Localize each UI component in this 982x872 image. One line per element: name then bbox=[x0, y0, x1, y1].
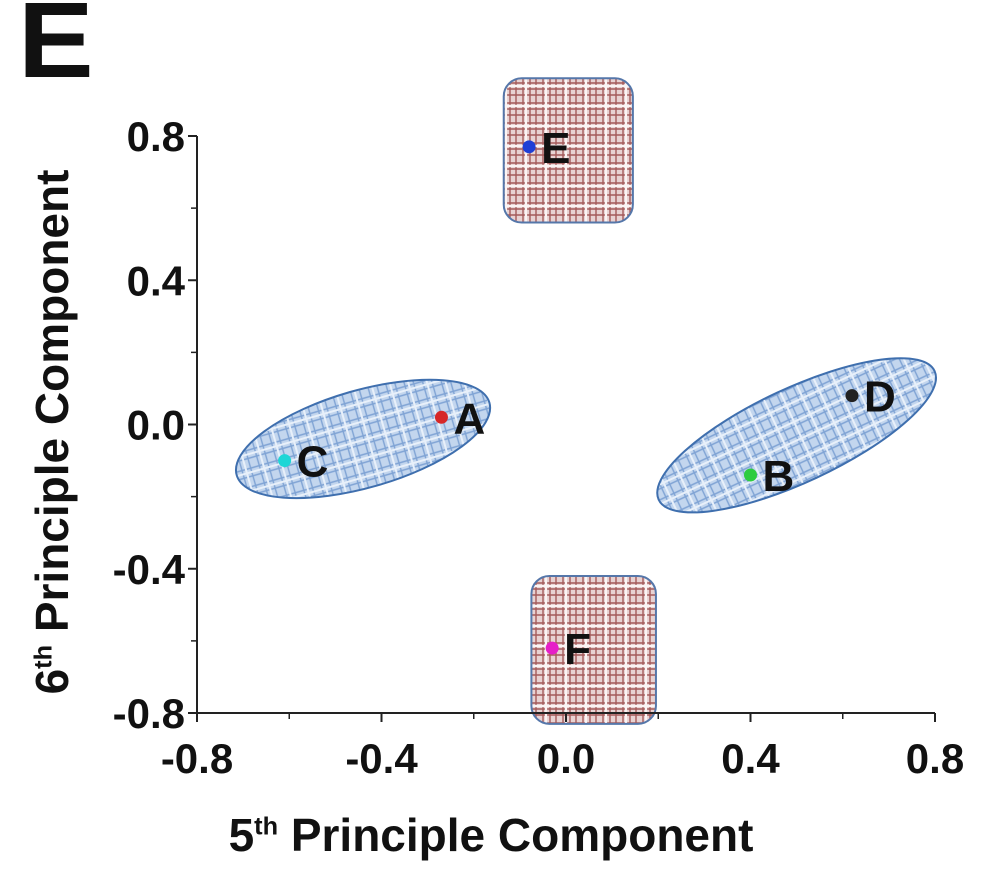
y-tick-label: 0.8 bbox=[127, 113, 185, 160]
y-tick-label: 0.0 bbox=[127, 402, 185, 449]
point-e bbox=[522, 140, 536, 154]
cluster-ac-ellipse bbox=[234, 378, 492, 500]
y-tick-label: 0.4 bbox=[127, 257, 186, 304]
point-label-f: F bbox=[564, 625, 591, 674]
point-a bbox=[434, 410, 448, 424]
x-tick-label: 0.8 bbox=[906, 735, 964, 782]
axes: -0.8 -0.4 0.0 0.4 0.8 -0.8 -0.4 0.0 0.4 0.8 bbox=[113, 113, 965, 782]
x-axis-label-ordinal: 5 bbox=[228, 809, 255, 861]
y-tick-label: -0.4 bbox=[113, 546, 186, 593]
cluster-bd-ellipse bbox=[656, 357, 937, 514]
y-axis-label-text: Principle Component bbox=[26, 169, 78, 633]
x-tick-label: 0.4 bbox=[721, 735, 780, 782]
x-axis-label: 5th Principle Component bbox=[0, 808, 982, 862]
point-label-b: B bbox=[763, 452, 795, 501]
point-label-d: D bbox=[864, 373, 896, 422]
panel-label: E bbox=[18, 0, 94, 100]
point-label-c: C bbox=[297, 438, 329, 487]
y-tick-label: -0.8 bbox=[113, 690, 185, 737]
point-c bbox=[278, 454, 292, 468]
point-d bbox=[845, 389, 859, 403]
cluster-e-box bbox=[502, 77, 634, 224]
cluster-f-box bbox=[530, 574, 657, 725]
x-tick-label: 0.0 bbox=[537, 735, 595, 782]
x-tick-label: -0.4 bbox=[345, 735, 418, 782]
y-axis-label: 6th Principle Component bbox=[25, 170, 79, 695]
x-tick-label: -0.8 bbox=[161, 735, 233, 782]
x-axis-label-text: Principle Component bbox=[290, 809, 754, 861]
point-label-e: E bbox=[541, 124, 570, 173]
x-axis-label-suffix: th bbox=[254, 812, 279, 841]
point-f bbox=[545, 641, 559, 655]
y-axis-label-ordinal: 6 bbox=[26, 668, 78, 695]
point-label-a: A bbox=[453, 394, 485, 443]
point-b bbox=[744, 468, 757, 482]
y-axis-label-suffix: th bbox=[29, 644, 58, 669]
